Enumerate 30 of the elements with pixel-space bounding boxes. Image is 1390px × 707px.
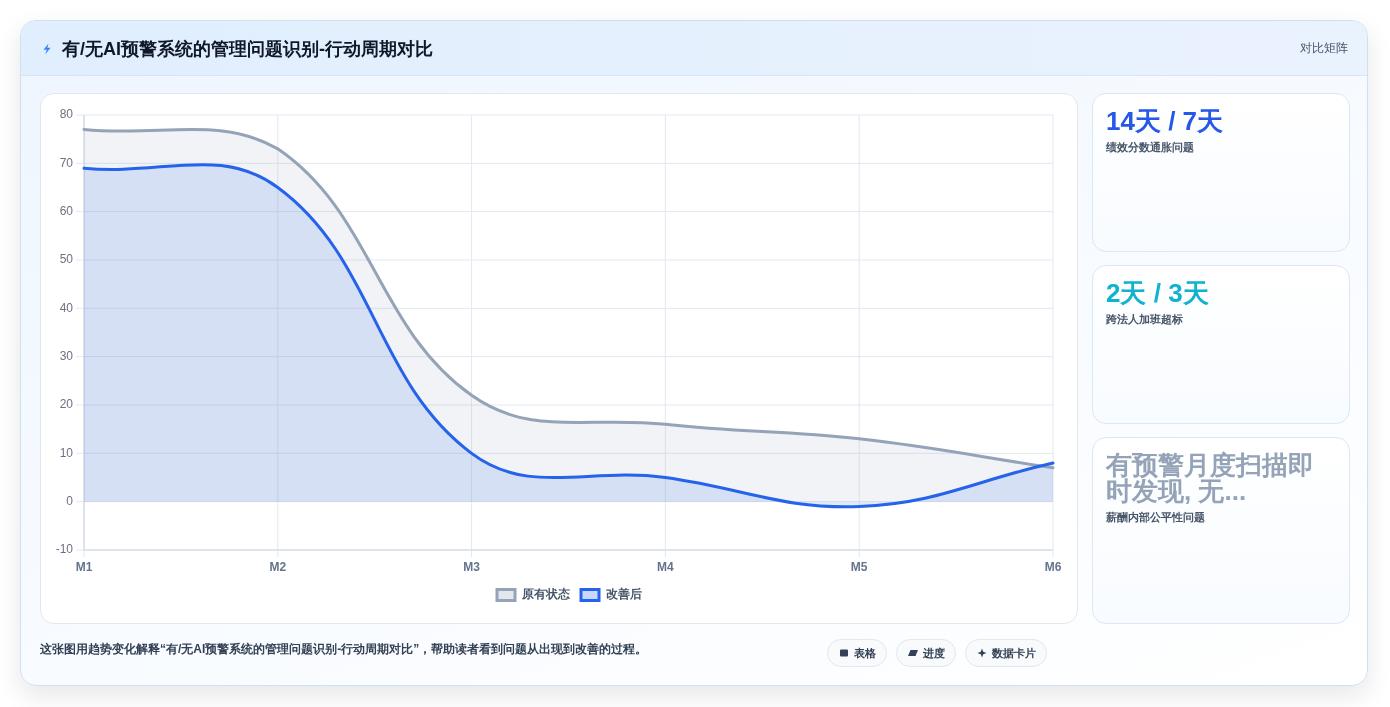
chart-title: 有/无AI预警系统的管理问题识别-行动周期对比	[62, 38, 433, 61]
text: 跨法人加班超标	[1106, 312, 1184, 326]
y-tick-label: 70	[59, 155, 74, 170]
x-tick-label: M1	[75, 560, 93, 575]
text: 2天 / 3天	[1106, 278, 1210, 308]
legend-label: 改善后	[605, 587, 642, 602]
y-tick-label: 80	[59, 107, 74, 122]
x-tick-label: M4	[657, 560, 675, 575]
text: 数据卡片	[992, 645, 1036, 661]
y-tick-label: 0	[66, 493, 74, 508]
text: 对比矩阵	[1300, 40, 1348, 56]
text: 表格	[854, 645, 876, 661]
legend-label: 原有状态	[520, 587, 571, 602]
text: 绩效分数通胀问题	[1106, 140, 1195, 154]
x-tick-label: M3	[463, 560, 481, 575]
y-tick-label: 30	[59, 348, 74, 363]
text: 进度	[923, 645, 945, 661]
y-tick-label: -10	[55, 542, 74, 557]
text: 薪酬内部公平性问题	[1106, 510, 1206, 524]
text: 这张图用趋势变化解释“有/无AI预警系统的管理问题识别-行动周期对比”，帮助读者看到问题从出现到改善的过程。	[40, 641, 648, 657]
x-tick-label: M6	[1044, 560, 1062, 575]
x-tick-label: M5	[850, 560, 868, 575]
y-tick-label: 20	[59, 397, 74, 412]
text: 有预警月度扫描即时发现, 无...	[1106, 450, 1315, 506]
text: 14天 / 7天	[1106, 106, 1225, 136]
y-tick-label: 40	[59, 300, 74, 315]
y-tick-label: 50	[59, 252, 74, 267]
y-tick-label: 60	[59, 203, 74, 218]
x-tick-label: M2	[269, 560, 287, 575]
y-tick-label: 10	[59, 445, 74, 460]
